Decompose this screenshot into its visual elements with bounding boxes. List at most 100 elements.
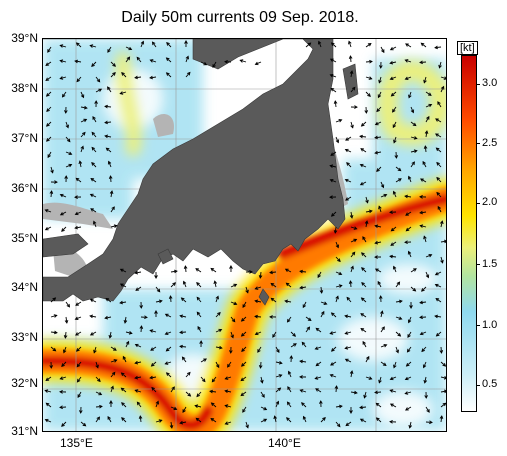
lat-label-33: 33°N — [11, 330, 38, 344]
current-arrow — [436, 331, 442, 337]
current-arrow-head — [359, 134, 364, 139]
lat-label-39: 39°N — [11, 31, 38, 45]
current-arrow-head — [150, 347, 154, 351]
current-arrow — [375, 241, 382, 244]
current-arrow-head — [89, 193, 94, 198]
current-arrow — [125, 331, 132, 334]
current-arrow — [210, 268, 217, 273]
current-arrow-head — [374, 268, 379, 272]
current-arrow — [330, 165, 337, 168]
current-arrow-head — [240, 318, 245, 322]
current-arrow-head — [381, 49, 385, 54]
current-arrow — [320, 417, 326, 423]
current-arrow-head — [397, 333, 402, 337]
current-arrow-head — [149, 329, 154, 333]
current-arrow-head — [429, 420, 433, 425]
current-arrow — [410, 136, 417, 139]
current-arrow — [365, 196, 369, 203]
current-arrow — [212, 61, 217, 68]
current-arrow — [290, 331, 296, 337]
current-arrow — [380, 194, 387, 198]
current-arrow — [315, 328, 322, 333]
current-arrow-head — [245, 289, 249, 294]
current-arrow — [65, 121, 69, 128]
current-arrow-head — [105, 147, 110, 152]
current-arrow-head — [44, 226, 49, 231]
current-arrow — [230, 284, 237, 288]
current-arrow-head — [346, 162, 350, 166]
current-arrow — [45, 76, 52, 81]
current-arrow — [135, 344, 142, 348]
current-arrow-head — [286, 417, 290, 421]
current-arrow-head — [119, 300, 124, 305]
current-arrow-head — [224, 59, 228, 64]
current-arrow-head — [292, 333, 296, 337]
current-arrow — [392, 106, 397, 113]
current-arrow — [410, 161, 415, 168]
current-arrow-head — [301, 341, 306, 346]
current-arrow-head — [186, 71, 191, 76]
current-arrow — [350, 252, 356, 258]
current-arrow-head — [111, 371, 116, 376]
current-arrow-head — [230, 334, 234, 339]
current-arrow-head — [134, 389, 139, 393]
current-arrow — [406, 226, 412, 232]
current-arrow-head — [107, 49, 111, 53]
current-arrow-head — [363, 394, 367, 399]
current-arrow-head — [412, 287, 417, 292]
current-arrow — [50, 346, 56, 352]
current-arrow-head — [155, 400, 160, 405]
current-arrow-head — [434, 133, 439, 137]
current-arrow-head — [424, 395, 428, 399]
current-arrow — [346, 297, 352, 303]
current-arrow-head — [406, 348, 411, 353]
current-arrow-head — [59, 390, 63, 394]
current-arrow — [260, 391, 265, 398]
current-arrow-head — [389, 376, 394, 381]
current-arrow-head — [61, 228, 65, 232]
current-arrow — [170, 421, 173, 429]
current-arrow-head — [77, 394, 81, 399]
current-arrow-head — [404, 391, 409, 395]
current-arrow — [45, 419, 52, 423]
current-arrow — [350, 391, 357, 394]
current-arrow — [365, 356, 370, 363]
current-arrow — [50, 297, 56, 303]
current-arrow-head — [335, 295, 339, 300]
current-arrow — [75, 226, 82, 229]
current-arrow — [196, 297, 202, 303]
current-arrow-head — [194, 404, 199, 408]
current-arrow — [436, 192, 442, 198]
current-arrow — [320, 311, 325, 318]
current-arrow-head — [436, 176, 440, 181]
current-arrow — [65, 136, 71, 142]
current-arrow-head — [389, 46, 394, 51]
current-arrow-head — [45, 377, 50, 382]
current-arrow-head — [299, 359, 304, 364]
current-arrow-head — [321, 310, 325, 315]
lat-label-34: 34°N — [11, 280, 38, 294]
current-arrow — [350, 239, 357, 243]
current-arrow-head — [120, 387, 125, 392]
current-arrow — [348, 41, 352, 48]
current-arrow — [200, 61, 207, 66]
current-arrow-head — [405, 212, 409, 216]
current-arrow — [80, 106, 87, 109]
current-arrow-head — [128, 46, 133, 51]
current-arrow-head — [434, 314, 439, 319]
current-arrow — [330, 331, 337, 335]
current-arrow-head — [368, 376, 373, 380]
current-arrow — [90, 208, 97, 213]
current-arrow-head — [80, 145, 84, 150]
current-arrow — [424, 376, 427, 383]
current-arrow-head — [134, 375, 139, 380]
current-arrow-head — [203, 358, 207, 362]
current-arrow — [230, 301, 237, 305]
current-arrow — [135, 286, 142, 291]
current-arrow-head — [224, 389, 229, 394]
current-arrow-head — [201, 378, 206, 383]
current-arrow — [241, 346, 247, 352]
current-arrow-head — [257, 349, 261, 353]
current-arrow — [242, 301, 247, 308]
current-arrow-head — [239, 59, 244, 63]
